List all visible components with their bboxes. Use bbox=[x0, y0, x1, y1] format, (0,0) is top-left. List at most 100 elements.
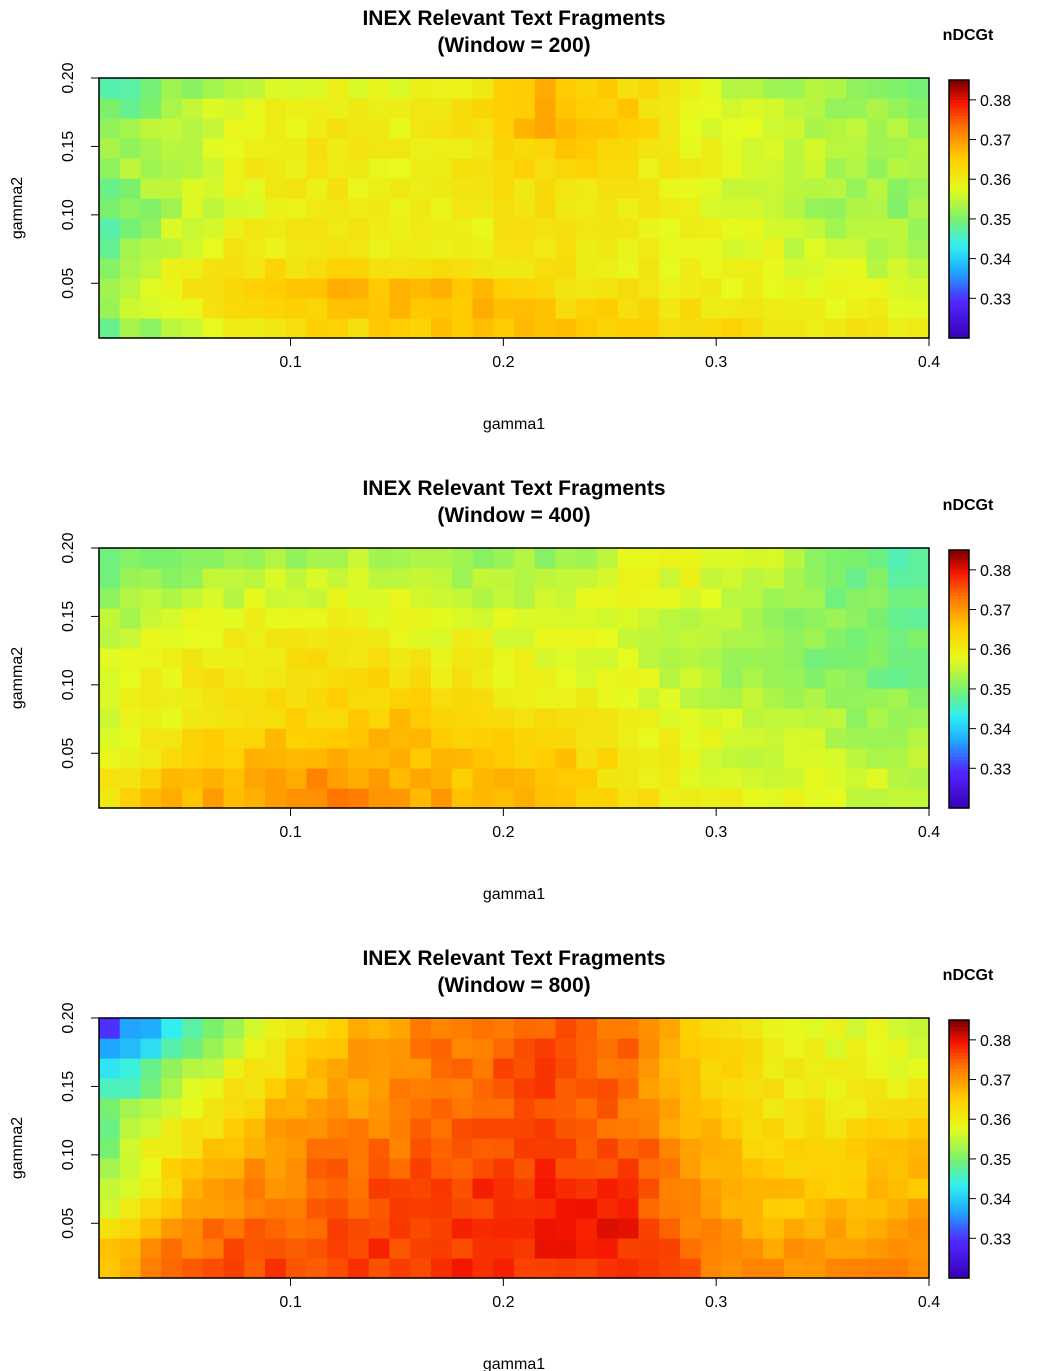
heatmap-cell bbox=[99, 588, 121, 609]
heatmap-cell bbox=[908, 728, 930, 749]
heatmap-cell bbox=[140, 688, 162, 709]
heatmap-cell bbox=[866, 98, 889, 119]
heatmap-cell bbox=[223, 1198, 245, 1219]
heatmap-cell bbox=[659, 1038, 681, 1059]
heatmap-cell bbox=[493, 138, 515, 159]
heatmap-cell bbox=[700, 1178, 723, 1199]
heatmap-cell bbox=[431, 648, 453, 669]
heatmap-cell bbox=[825, 1078, 847, 1099]
heatmap-cell bbox=[265, 78, 287, 99]
colorbar-segment bbox=[949, 321, 969, 326]
heatmap-cell bbox=[327, 628, 349, 649]
heatmap-cell bbox=[265, 198, 287, 219]
heatmap-cell bbox=[721, 588, 743, 609]
heatmap-cell bbox=[140, 1118, 162, 1139]
heatmap-cell bbox=[389, 1058, 411, 1079]
heatmap-cell bbox=[617, 648, 640, 669]
colorbar-segment bbox=[949, 89, 969, 94]
heatmap-cell bbox=[493, 648, 515, 669]
heatmap-cell bbox=[99, 78, 121, 99]
heatmap-cell bbox=[680, 1178, 702, 1199]
heatmap-cell bbox=[182, 1258, 204, 1279]
heatmap-cell bbox=[202, 318, 225, 339]
colorbar-segment bbox=[949, 769, 969, 774]
heatmap-cell bbox=[866, 138, 889, 159]
heatmap-cell bbox=[700, 98, 723, 119]
heatmap-cell bbox=[908, 1138, 930, 1159]
heatmap-cell bbox=[742, 1118, 764, 1139]
heatmap-cell bbox=[99, 1258, 121, 1279]
heatmap-cell bbox=[410, 138, 432, 159]
heatmap-cell bbox=[700, 1118, 723, 1139]
heatmap-cell bbox=[182, 708, 204, 729]
heatmap-cell bbox=[887, 1058, 909, 1079]
heatmap-cell bbox=[721, 1018, 743, 1039]
heatmap-cell bbox=[825, 278, 847, 299]
heatmap-cell bbox=[493, 218, 515, 239]
heatmap-cell bbox=[140, 1098, 162, 1119]
heatmap-cell bbox=[244, 1238, 266, 1259]
heatmap-cell bbox=[659, 1258, 681, 1279]
heatmap-cell bbox=[182, 588, 204, 609]
heatmap-cell bbox=[140, 318, 162, 339]
heatmap-cell bbox=[763, 568, 785, 589]
heatmap-cell bbox=[576, 1058, 598, 1079]
x-tick-label: 0.1 bbox=[279, 824, 301, 841]
heatmap-cell bbox=[804, 318, 826, 339]
heatmap-cell bbox=[368, 118, 391, 139]
heatmap-cell bbox=[617, 1158, 640, 1179]
heatmap-cell bbox=[597, 1158, 619, 1179]
heatmap-cell bbox=[659, 1098, 681, 1119]
heatmap-cell bbox=[223, 708, 245, 729]
colorbar-segment bbox=[949, 617, 969, 622]
colorbar-segment bbox=[949, 1094, 969, 1098]
colorbar-tick-label: 0.33 bbox=[980, 761, 1011, 778]
heatmap-cell bbox=[514, 1258, 536, 1279]
heatmap-cell bbox=[410, 1018, 432, 1039]
heatmap-cell bbox=[368, 688, 391, 709]
heatmap-cell bbox=[410, 748, 432, 769]
heatmap-cell bbox=[140, 568, 162, 589]
heatmap-cell bbox=[285, 98, 308, 119]
heatmap-cell bbox=[161, 1158, 183, 1179]
heatmap-cell bbox=[368, 1158, 391, 1179]
heatmap-cell bbox=[804, 218, 826, 239]
colorbar-segment bbox=[949, 569, 969, 574]
heatmap-cell bbox=[223, 728, 245, 749]
heatmap-cell bbox=[389, 1118, 411, 1139]
heatmap-cell bbox=[659, 278, 681, 299]
heatmap-cell bbox=[306, 178, 328, 199]
colorbar-segment bbox=[949, 1168, 969, 1173]
heatmap-cell bbox=[99, 298, 121, 319]
heatmap-cell bbox=[140, 588, 162, 609]
heatmap-cell bbox=[223, 118, 245, 139]
heatmap-cell bbox=[555, 1158, 577, 1179]
heatmap-cell bbox=[887, 1038, 909, 1059]
heatmap-cell bbox=[534, 788, 557, 809]
heatmap-cell bbox=[368, 1078, 391, 1099]
heatmap-cell bbox=[244, 768, 266, 789]
heatmap-cell bbox=[763, 298, 785, 319]
heatmap-cell bbox=[140, 118, 162, 139]
heatmap-cell bbox=[368, 588, 391, 609]
heatmap-cell bbox=[514, 1058, 536, 1079]
colorbar-segment bbox=[949, 302, 969, 307]
heatmap-cell bbox=[680, 708, 702, 729]
heatmap-cell bbox=[202, 1258, 225, 1279]
colorbar-segment bbox=[949, 260, 969, 265]
heatmap-cell bbox=[742, 788, 764, 809]
heatmap-cell bbox=[182, 1118, 204, 1139]
heatmap-cell bbox=[555, 318, 577, 339]
colorbar-segment bbox=[949, 1142, 969, 1147]
heatmap-cell bbox=[410, 1258, 432, 1279]
heatmap-cell bbox=[763, 648, 785, 669]
heatmap-cell bbox=[244, 318, 266, 339]
x-tick-label: 0.3 bbox=[705, 824, 727, 841]
heatmap-cell bbox=[638, 158, 660, 179]
heatmap-cell bbox=[119, 628, 142, 649]
heatmap-cell bbox=[389, 668, 411, 689]
colorbar-segment bbox=[949, 1190, 969, 1195]
heatmap-cell bbox=[804, 748, 826, 769]
heatmap-cell bbox=[182, 1238, 204, 1259]
heatmap-cell bbox=[804, 788, 826, 809]
